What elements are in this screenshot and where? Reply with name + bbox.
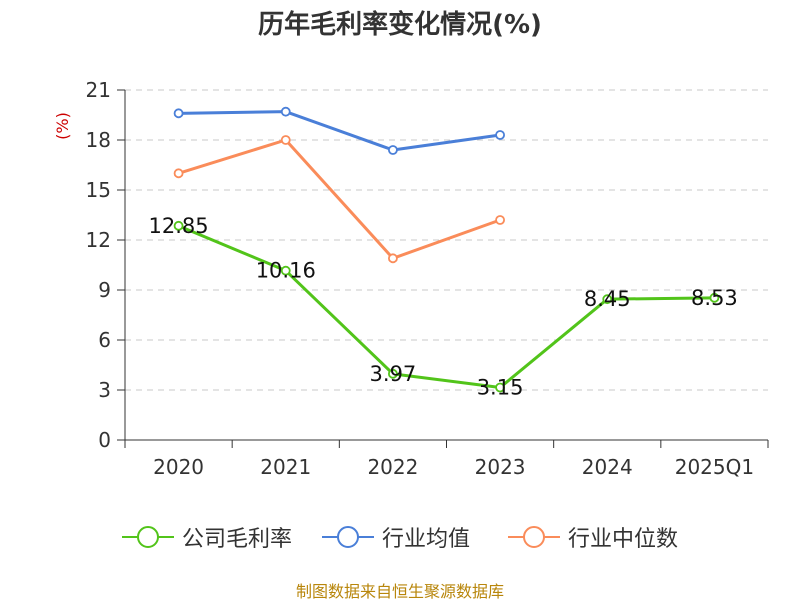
- data-point: [495, 382, 505, 393]
- x-tick-label: 2023: [475, 455, 526, 479]
- x-tick-label: 2022: [367, 455, 418, 479]
- x-tick-label: 2024: [582, 455, 633, 479]
- legend-swatch: [122, 526, 174, 548]
- y-tick-label: 9: [98, 278, 111, 302]
- data-point: [280, 106, 291, 117]
- data-point: [388, 253, 398, 264]
- data-source-note: 制图数据来自恒生聚源数据库: [295, 582, 504, 601]
- chart-legend: 公司毛利率 行业均值 行业中位数: [0, 520, 800, 554]
- data-label: 8.45: [584, 287, 631, 311]
- legend-label: 公司毛利率: [182, 527, 293, 552]
- legend-item: 行业均值: [320, 520, 470, 554]
- y-tick-label: 21: [86, 78, 111, 102]
- y-axis-label: (%): [53, 112, 72, 140]
- data-point: [173, 108, 184, 119]
- legend-item: 公司毛利率: [120, 520, 292, 554]
- data-label: 3.97: [370, 362, 417, 386]
- y-tick-label: 6: [98, 328, 111, 352]
- legend-item: 行业中位数: [506, 520, 678, 554]
- data-point: [495, 130, 505, 140]
- data-point: [388, 368, 398, 379]
- series-line: [178, 224, 715, 389]
- data-label: 3.15: [477, 376, 524, 400]
- data-point: [173, 220, 184, 231]
- legend-label: 行业均值: [382, 527, 471, 552]
- y-tick-label: 12: [86, 228, 111, 252]
- data-point: [388, 145, 398, 155]
- data-point: [173, 168, 184, 179]
- x-tick-label: 2021: [260, 455, 311, 479]
- x-tick-label: 2025Q1: [675, 455, 754, 479]
- y-tick-label: 15: [86, 178, 111, 202]
- data-label: 12.85: [149, 214, 209, 238]
- data-point: [280, 135, 291, 145]
- legend-swatch: [508, 526, 560, 548]
- line-chart: 0 3 6 9 12 15 18 21 2020 2021 2022 2023 2024 2025Q1 (%…: [53, 78, 769, 479]
- y-tick-label: 3: [98, 378, 111, 402]
- data-point: [602, 294, 613, 305]
- data-label: 10.16: [256, 259, 316, 283]
- y-tick-label: 0: [98, 428, 111, 452]
- y-tick-label: 18: [86, 128, 111, 152]
- chart-title: 历年毛利率变化情况(%): [258, 10, 542, 40]
- data-point: [495, 215, 505, 225]
- legend-swatch: [322, 526, 374, 548]
- data-point: [280, 265, 291, 276]
- series-line: [178, 110, 501, 152]
- legend-label: 行业中位数: [568, 527, 679, 552]
- x-tick-label: 2020: [153, 455, 204, 479]
- series-line: [178, 138, 501, 260]
- data-label: 8.53: [691, 286, 738, 310]
- data-point: [709, 292, 720, 303]
